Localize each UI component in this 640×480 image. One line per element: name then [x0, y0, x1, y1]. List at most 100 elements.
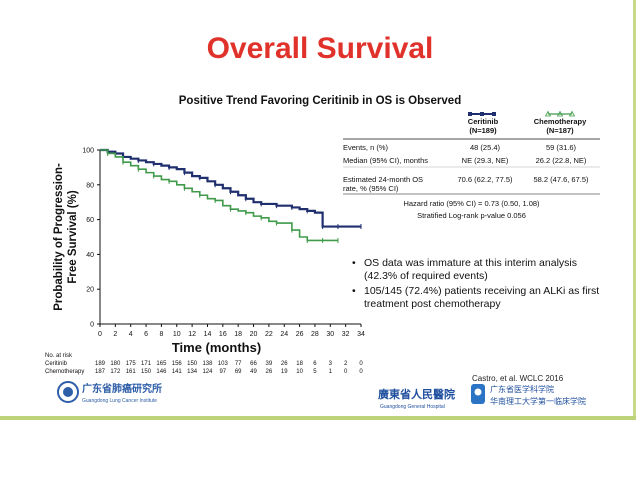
table-col2-header: Chemotherapy (N=187)	[520, 117, 600, 135]
x-tick-label: 18	[234, 331, 242, 338]
table-col2-n: (N=187)	[546, 126, 574, 135]
hazard-ratio: Hazard ratio (95% CI) = 0.73 (0.50, 1.08…	[403, 199, 540, 208]
x-tick-label: 26	[296, 331, 304, 338]
table-cell: NE (29.3, NE)	[461, 156, 509, 165]
risk-value: 124	[202, 369, 213, 375]
table-cell: 70.6 (62.2, 77.5)	[457, 175, 513, 184]
table-col2-name: Chemotherapy	[533, 117, 587, 126]
risk-value: 49	[250, 369, 257, 375]
risk-value: 66	[250, 361, 257, 367]
x-tick-label: 30	[326, 331, 334, 338]
risk-value: 3	[329, 361, 333, 367]
bullet-dot: •	[352, 257, 356, 269]
college-name: 华南理工大学第一临床学院	[490, 396, 586, 406]
x-tick-label: 12	[188, 331, 196, 338]
institute-seal-icon	[57, 381, 79, 403]
table-row-label: Estimated 24-month OS rate, % (95% CI)	[343, 175, 424, 193]
x-tick-label: 0	[98, 331, 102, 338]
x-tick-label: 24	[280, 331, 288, 338]
risk-value: 156	[172, 361, 183, 367]
risk-value: 103	[218, 361, 229, 367]
risk-value: 77	[235, 361, 242, 367]
bullet-item-2: • 105/145 (72.4%) patients receiving an …	[352, 285, 602, 311]
table-cell: 58.2 (47.6, 67.5)	[533, 175, 589, 184]
table-row-label: Events, n (%)	[343, 143, 389, 152]
risk-value: 141	[172, 369, 183, 375]
risk-value: 19	[281, 369, 288, 375]
logrank-p: Stratified Log-rank p-value 0.056	[417, 211, 526, 220]
risk-value: 180	[110, 361, 121, 367]
risk-row-name: Chemotherapy	[45, 369, 84, 375]
risk-value: 171	[141, 361, 152, 367]
x-tick-label: 14	[204, 331, 212, 338]
x-tick-label: 20	[250, 331, 258, 338]
risk-value: 5	[313, 369, 317, 375]
bullet-dot: •	[352, 285, 356, 297]
y-tick-label: 100	[82, 148, 94, 155]
risk-row-name: Ceritinib	[45, 361, 68, 367]
risk-value: 189	[95, 361, 106, 367]
y-axis-label: Probability of Progression- Free Survival…	[53, 163, 79, 311]
table-col1-n: (N=189)	[469, 126, 497, 135]
risk-value: 26	[266, 369, 273, 375]
x-tick-label: 4	[129, 331, 133, 338]
academy-logo-icon-dot	[474, 388, 482, 396]
y-tick-label: 0	[90, 322, 94, 329]
risk-value: 6	[313, 361, 317, 367]
hospital-name-en: Guangdong General Hospital	[380, 404, 445, 410]
risk-value: 26	[281, 361, 288, 367]
series-line-1	[100, 149, 338, 242]
bullet-text: 105/145 (72.4%) patients receiving an AL…	[364, 285, 600, 310]
institute-name-en: Guangdong Lung Cancer Institute	[82, 398, 157, 404]
bullet-text: OS data was immature at this interim ana…	[364, 257, 577, 282]
risk-value: 187	[95, 369, 106, 375]
institute-name: 广东省肺癌研究所	[82, 382, 162, 395]
risk-value: 1	[329, 369, 333, 375]
risk-title: No. at risk	[45, 353, 73, 359]
risk-value: 97	[219, 369, 226, 375]
chart-subtitle: Positive Trend Favoring Ceritinib in OS …	[178, 95, 462, 107]
y-tick-label: 80	[86, 182, 94, 189]
table-cell: 26.2 (22.8, NE)	[535, 156, 587, 165]
slide	[2, 0, 638, 420]
slide-title: Overall Survival	[206, 32, 434, 65]
bullet-item-1: • OS data was immature at this interim a…	[352, 257, 602, 283]
slide-border-bottom	[0, 416, 636, 420]
slide-border-right	[633, 0, 636, 420]
risk-value: 138	[202, 361, 213, 367]
x-axis-label: Time (months)	[172, 340, 261, 355]
x-tick-label: 22	[265, 331, 273, 338]
risk-value: 134	[187, 369, 198, 375]
risk-value: 0	[344, 369, 348, 375]
risk-value: 150	[187, 361, 198, 367]
x-tick-label: 28	[311, 331, 319, 338]
y-tick-label: 20	[86, 287, 94, 294]
legend-chemo-marker	[544, 110, 552, 117]
risk-value: 175	[126, 361, 137, 367]
risk-value: 39	[266, 361, 273, 367]
x-tick-label: 10	[173, 331, 181, 338]
x-tick-label: 6	[144, 331, 148, 338]
y-tick-label: 60	[86, 217, 94, 224]
series-line-0	[100, 148, 361, 228]
legend-ceritinib-marker	[480, 112, 484, 116]
risk-value: 69	[235, 369, 242, 375]
risk-value: 150	[141, 369, 152, 375]
risk-value: 0	[359, 369, 363, 375]
institute-seal-icon-inner	[63, 387, 73, 397]
risk-value: 10	[296, 369, 303, 375]
legend-ceritinib-marker	[468, 112, 472, 116]
risk-value: 0	[359, 361, 363, 367]
academy-name: 广东省医学科学院	[490, 384, 554, 394]
citation: Castro, et al. WCLC 2016	[472, 374, 564, 383]
x-tick-label: 32	[342, 331, 350, 338]
x-tick-label: 2	[113, 331, 117, 338]
x-tick-label: 16	[219, 331, 227, 338]
risk-value: 2	[344, 361, 348, 367]
hospital-name: 廣東省人民醫院	[378, 387, 455, 401]
risk-value: 161	[126, 369, 137, 375]
table-col1-name: Ceritinib	[467, 117, 499, 126]
table-cell: 48 (25.4)	[469, 143, 501, 152]
x-tick-label: 8	[159, 331, 163, 338]
